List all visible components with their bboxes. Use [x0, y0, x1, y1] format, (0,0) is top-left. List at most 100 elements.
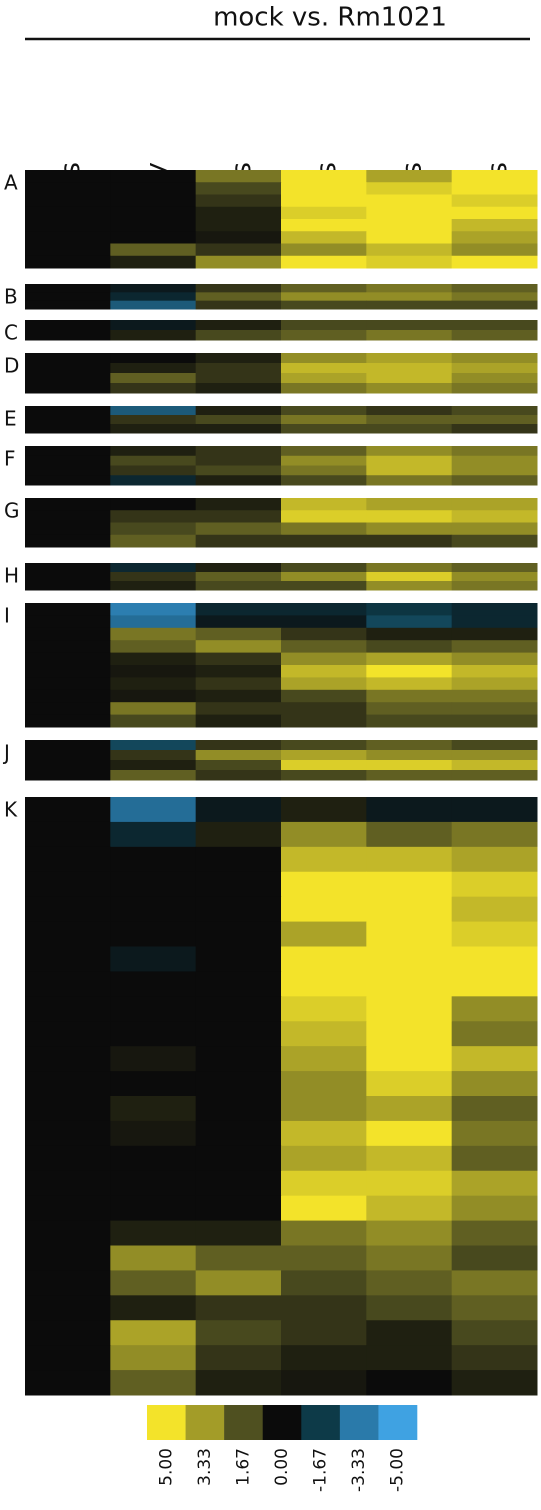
heat-cell [281, 255, 367, 269]
heat-cell [281, 1096, 367, 1122]
heat-cell [110, 1120, 197, 1147]
heat-cell [25, 770, 111, 781]
heat-cell [451, 510, 538, 523]
heat-cell [195, 1096, 282, 1122]
heat-cell [110, 1071, 197, 1097]
heat-cell [281, 581, 367, 591]
heat-cell [281, 292, 367, 302]
heat-cell [110, 677, 197, 691]
heat-cell [110, 363, 197, 374]
heat-cell [110, 1345, 197, 1371]
heat-cell [195, 1071, 282, 1097]
heat-cell [451, 353, 538, 364]
heat-cell [110, 665, 197, 678]
heat-cell [110, 689, 197, 703]
heat-cell [195, 1195, 282, 1222]
heat-cell [281, 689, 367, 703]
heat-cell [366, 921, 453, 947]
heat-cell [195, 871, 282, 898]
heat-cell [25, 206, 111, 220]
heat-cell [366, 1245, 453, 1271]
heat-cell [451, 996, 538, 1022]
heat-cell [281, 871, 367, 898]
heat-cell [110, 206, 197, 220]
heat-cell [195, 896, 282, 923]
heat-cell [451, 170, 538, 183]
heat-cell [451, 740, 538, 751]
heat-cell [366, 946, 453, 972]
heat-cell [195, 846, 282, 873]
heat-cell [110, 406, 197, 416]
heat-cell [195, 689, 282, 703]
cluster-label: B [4, 285, 18, 309]
heat-cell [195, 510, 282, 523]
heat-cell [451, 383, 538, 394]
heat-cell [25, 406, 111, 416]
heat-cell [366, 1021, 453, 1047]
heat-cell [25, 1145, 111, 1172]
heat-cell [25, 1220, 111, 1246]
heat-cell [281, 1220, 367, 1246]
heat-cell [110, 760, 197, 771]
heat-cell [25, 475, 111, 486]
heat-cell [110, 581, 197, 591]
heat-cell [281, 652, 367, 666]
heat-cell [110, 498, 197, 511]
heat-cell [195, 615, 282, 629]
heat-cell [451, 770, 538, 781]
heat-cell [366, 292, 453, 302]
heat-cell [451, 640, 538, 654]
heat-cell [25, 320, 111, 331]
heat-cell [451, 406, 538, 416]
heat-cell [195, 821, 282, 848]
heat-cell [366, 1370, 453, 1396]
heat-cell [110, 971, 197, 997]
heat-cell [281, 455, 367, 466]
heat-cell [451, 1071, 538, 1097]
heat-cell [25, 415, 111, 425]
cluster-label: A [4, 171, 18, 195]
heat-cell [451, 563, 538, 573]
heat-cell [195, 475, 282, 486]
heat-cell [366, 406, 453, 416]
heat-cell [451, 292, 538, 302]
heat-cell [110, 603, 197, 616]
heat-cell [25, 652, 111, 666]
heat-cell [451, 1320, 538, 1346]
heat-cell [195, 740, 282, 751]
cluster-label: C [4, 321, 18, 345]
heat-cell [195, 353, 282, 364]
cluster-label: J [2, 741, 10, 765]
heat-cell [451, 1046, 538, 1072]
heat-cell [25, 563, 111, 573]
heat-cell [25, 424, 111, 434]
heat-cell [451, 465, 538, 476]
heat-cell [451, 446, 538, 457]
heat-cell [281, 219, 367, 232]
heat-cell [451, 797, 538, 823]
heat-cell [195, 996, 282, 1022]
heat-cell [281, 415, 367, 425]
heat-cell [366, 182, 453, 195]
heat-cell [451, 534, 538, 548]
heat-cell [451, 1120, 538, 1147]
heat-cell [281, 714, 367, 728]
heat-cell [195, 1295, 282, 1321]
heat-cell [281, 1245, 367, 1271]
heat-cell [25, 740, 111, 751]
heat-cell [281, 1195, 367, 1222]
heat-cell [451, 320, 538, 331]
heat-cell [451, 946, 538, 972]
legend-label: -5.00 [388, 1448, 408, 1492]
heat-cell [25, 615, 111, 629]
heat-cell [451, 1220, 538, 1246]
heat-cell [366, 871, 453, 898]
heat-cell [451, 182, 538, 195]
heat-cell [451, 750, 538, 761]
heat-cell [195, 702, 282, 716]
heat-cell [195, 971, 282, 997]
heat-cell [281, 300, 367, 310]
heat-cell [195, 1220, 282, 1246]
heat-cell [366, 740, 453, 751]
heat-cell [195, 1120, 282, 1147]
